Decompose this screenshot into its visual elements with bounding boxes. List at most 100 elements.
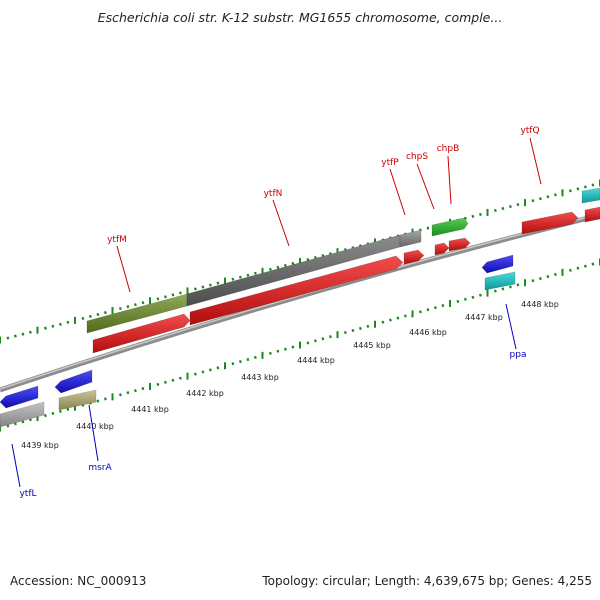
gene-label-ytfM: ytfM (107, 235, 127, 245)
lower-ruler-tick (238, 360, 242, 364)
ruler-label-6: 4445 kbp (353, 341, 391, 350)
lower-ruler-tick (388, 318, 392, 322)
lower-ruler-tick (418, 310, 422, 314)
lower-ruler-tick (28, 418, 32, 422)
lower-ruler-tick (171, 378, 175, 382)
backbone-line (0, 212, 600, 393)
lower-ruler-tick (201, 370, 205, 374)
upper-ruler-tick (156, 297, 160, 301)
upper-ruler-tick (141, 301, 145, 305)
upper-ruler-tick (193, 287, 197, 291)
upper-ruler-tick (13, 334, 17, 338)
upper-ruler-tick (126, 305, 130, 309)
leader-ytfM (116, 245, 131, 293)
upper-ruler-tick (553, 193, 557, 197)
lower-ruler-tick (216, 366, 220, 370)
lower-ruler-tick (268, 351, 272, 355)
lower-ruler-tick (478, 293, 482, 297)
upper-ruler-tick (268, 267, 272, 271)
leader-ytfN (272, 199, 290, 247)
gene-label-msrA: msrA (88, 463, 112, 473)
upper-ruler-tick (81, 316, 85, 320)
upper-ruler-tick (28, 330, 32, 334)
lower-ruler-tick (343, 330, 347, 335)
cds-ytfL-shade (0, 386, 38, 408)
ruler-label-0: 4439 kbp (21, 441, 59, 450)
gene-ytfQ-block-shade (582, 188, 600, 203)
cds-ytfN-shade (190, 256, 403, 325)
lower-ruler-tick (351, 328, 355, 333)
ruler-ticks (0, 179, 600, 432)
upper-ruler-tick (133, 303, 137, 307)
lower-ruler-tick (133, 389, 137, 393)
lower-ruler-tick (576, 266, 580, 270)
lower-ruler-tick (103, 397, 107, 401)
upper-ruler-tick (591, 183, 595, 187)
upper-ruler-tick (66, 320, 70, 324)
gene-features[interactable] (0, 187, 600, 428)
gene-msrA-block-shade (59, 390, 96, 410)
upper-ruler-tick (118, 307, 122, 311)
lower-ruler-tick (6, 424, 10, 428)
ruler-label-7: 4446 kbp (409, 328, 447, 337)
upper-ruler-tick (216, 281, 220, 285)
upper-ruler-tick (51, 324, 55, 328)
lower-ruler-tick (283, 347, 287, 351)
lower-ruler-tick (553, 272, 557, 277)
leader-ytfP (389, 168, 406, 216)
accession-text: Accession: NC_000913 (10, 574, 147, 588)
lower-ruler-tick (426, 308, 430, 312)
lower-ruler-tick (358, 326, 362, 330)
ruler-label-8: 4447 kbp (465, 313, 503, 322)
lower-ruler-tick (21, 420, 25, 424)
upper-ruler-tick (531, 199, 535, 203)
gene-label-ytfL: ytfL (19, 489, 36, 499)
lower-ruler-tick (163, 380, 167, 384)
lower-ruler-tick (291, 345, 295, 349)
upper-ruler-tick (238, 275, 242, 279)
lower-ruler-tick (568, 268, 572, 272)
gene-label-ytfN: ytfN (264, 189, 283, 199)
upper-ruler-tick (568, 189, 572, 193)
lower-ruler-tick (193, 372, 197, 376)
gene-ytfM-block-shade (87, 294, 187, 333)
upper-ruler-tick (178, 291, 182, 295)
gene-label-ppa: ppa (510, 350, 527, 360)
upper-ruler-tick (493, 208, 497, 213)
lower-ruler-tick (456, 299, 460, 304)
gene-label-ytfP: ytfP (381, 158, 399, 168)
map-title: Escherichia coli str. K-12 substr. MG165… (97, 10, 503, 25)
lower-ruler-tick (313, 339, 317, 343)
lower-ruler-tick (433, 306, 437, 310)
lower-ruler-tick (403, 314, 407, 318)
lower-ruler-tick (516, 283, 520, 287)
lower-ruler-tick (583, 264, 587, 268)
ruler-label-5: 4444 kbp (297, 356, 335, 365)
gene-label-chpS: chpS (406, 152, 428, 162)
upper-ruler-tick (96, 312, 100, 317)
lower-ruler-tick (538, 277, 542, 281)
gene-chpB-block-shade (432, 218, 468, 236)
cds-ytfP-shade (404, 250, 424, 264)
upper-ruler-tick (426, 226, 430, 230)
ruler-label-2: 4441 kbp (131, 405, 169, 414)
lower-ruler-tick (96, 399, 100, 403)
lower-ruler-tick (501, 287, 505, 291)
lower-ruler-tick (13, 422, 17, 426)
lower-ruler-tick (306, 341, 310, 345)
lower-ruler-tick (328, 335, 332, 339)
lower-ruler-tick (58, 409, 62, 413)
upper-ruler-tick (516, 203, 520, 207)
upper-ruler-tick (6, 336, 10, 340)
upper-ruler-tick (208, 283, 212, 287)
lower-ruler-tick (463, 297, 467, 301)
topology-summary: Topology: circular; Length: 4,639,675 bp… (262, 574, 592, 588)
ruler-label-3: 4442 kbp (186, 389, 224, 398)
gene-label-chpB: chpB (437, 144, 460, 154)
upper-ruler-tick (538, 197, 542, 201)
lower-ruler-tick (51, 411, 55, 416)
cds-chpB-shade (449, 238, 470, 251)
upper-ruler-tick (231, 277, 235, 281)
lower-ruler-tick (441, 303, 445, 308)
